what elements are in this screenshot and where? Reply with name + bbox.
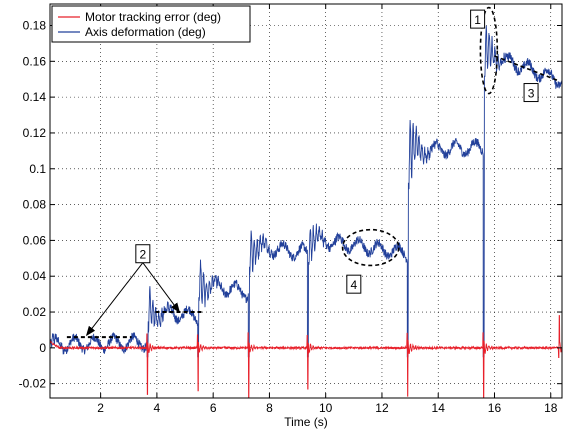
y-tick-label: 0.04 xyxy=(23,269,47,283)
legend-label: Motor tracking error (deg) xyxy=(85,10,221,24)
callout-3-line xyxy=(494,55,560,82)
x-tick-label: 8 xyxy=(266,401,273,415)
callout-2-arrow xyxy=(142,262,181,313)
callout-4-ellipse xyxy=(341,228,400,267)
series-group xyxy=(49,25,563,399)
y-tick-label: 0.14 xyxy=(23,90,47,104)
annotations: 1 2 3 4 xyxy=(66,6,560,339)
x-tick-label: 18 xyxy=(544,401,558,415)
y-tick-label: 0.18 xyxy=(23,18,47,32)
callout-4-box xyxy=(346,274,362,294)
x-tick-label: 10 xyxy=(319,401,333,415)
ticks: 2 4 6 8 10 12 14 16 18-0.0200.020.040.060.080.10… xyxy=(19,4,562,415)
x-axis-label: Time (s) xyxy=(284,415,328,429)
x-tick-label: 2 xyxy=(97,401,104,415)
y-tick-label: 0.12 xyxy=(23,126,47,140)
callout-4-text: 4 xyxy=(350,278,357,292)
legend-box xyxy=(51,5,251,43)
x-tick-label: 4 xyxy=(154,401,161,415)
y-tick-label: -0.02 xyxy=(19,377,47,391)
callout-2-box xyxy=(135,244,151,264)
y-tick-label: 0.16 xyxy=(23,54,47,68)
plot-frame xyxy=(49,3,563,399)
series-motor-tracking-error-line xyxy=(49,315,563,399)
y-tick-label: 0.08 xyxy=(23,198,47,212)
callout-3-box xyxy=(523,83,539,103)
y-tick-label: 0.06 xyxy=(23,233,47,247)
x-tick-label: 12 xyxy=(375,401,389,415)
callout-3-text: 3 xyxy=(528,87,535,101)
x-tick-label: 16 xyxy=(488,401,502,415)
callout-1-ellipse xyxy=(479,6,499,95)
callout-2-arrow xyxy=(85,262,144,337)
grid xyxy=(50,4,562,398)
callout-2-text: 2 xyxy=(139,248,146,262)
y-tick-label: 0 xyxy=(39,341,46,355)
legend: Motor tracking error (deg)Axis deformati… xyxy=(51,5,251,43)
callout-1-box xyxy=(470,9,486,29)
x-tick-label: 6 xyxy=(210,401,217,415)
legend-label: Axis deformation (deg) xyxy=(85,25,206,39)
y-tick-label: 0.02 xyxy=(23,305,47,319)
y-tick-label: 0.1 xyxy=(29,162,46,176)
x-tick-label: 14 xyxy=(432,401,446,415)
callout-1-text: 1 xyxy=(474,13,481,27)
series-axis-deformation-line xyxy=(49,25,563,358)
